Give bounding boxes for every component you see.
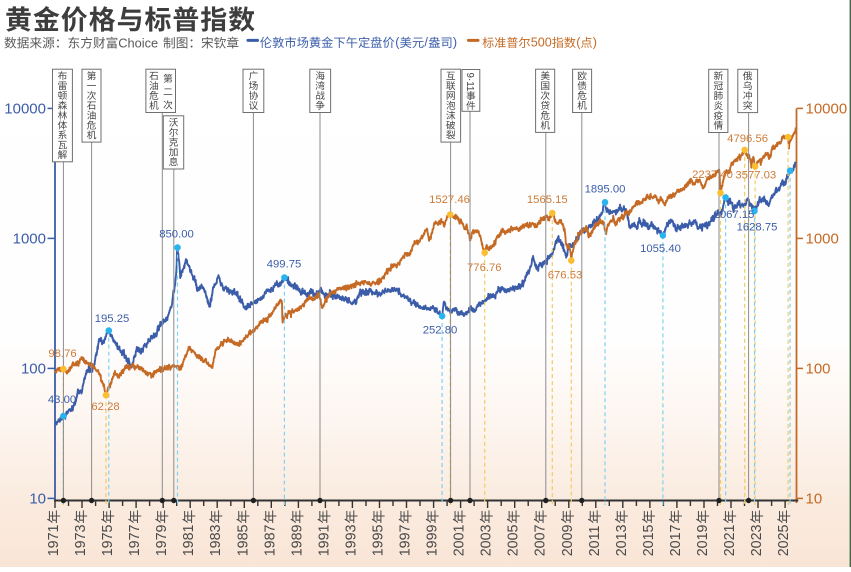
svg-text:1971: 1971 xyxy=(46,524,62,556)
svg-text:(: ( xyxy=(576,36,581,50)
svg-text:98.76: 98.76 xyxy=(48,348,76,360)
svg-text:676.53: 676.53 xyxy=(548,269,583,281)
svg-text:Choice: Choice xyxy=(118,36,158,51)
svg-text:2013: 2013 xyxy=(614,524,630,556)
svg-text:2023: 2023 xyxy=(749,524,765,556)
svg-text:3577.03: 3577.03 xyxy=(735,170,776,182)
svg-text:1895.00: 1895.00 xyxy=(585,184,626,196)
svg-text:1975: 1975 xyxy=(100,524,116,556)
svg-text:2237.40: 2237.40 xyxy=(692,169,733,181)
svg-text:195.25: 195.25 xyxy=(95,313,130,325)
svg-text:1055.40: 1055.40 xyxy=(640,243,681,255)
svg-text:2005: 2005 xyxy=(506,524,522,556)
svg-text:10000: 10000 xyxy=(4,100,46,117)
svg-text:10000: 10000 xyxy=(806,100,848,117)
svg-text:1977: 1977 xyxy=(127,524,143,556)
svg-text:1993: 1993 xyxy=(343,524,359,556)
svg-text:2011: 2011 xyxy=(587,526,603,557)
svg-text:2015: 2015 xyxy=(641,524,657,556)
svg-text:1981: 1981 xyxy=(181,524,197,556)
svg-text:62.28: 62.28 xyxy=(91,401,119,413)
svg-text:): ) xyxy=(593,36,597,50)
svg-text:1987: 1987 xyxy=(262,524,278,556)
svg-text:4796.56: 4796.56 xyxy=(727,133,768,145)
svg-text:500: 500 xyxy=(531,36,552,50)
svg-text:1983: 1983 xyxy=(208,524,224,556)
svg-text:1565.15: 1565.15 xyxy=(527,194,568,206)
svg-text:43.00: 43.00 xyxy=(48,394,76,406)
svg-text:9·11: 9·11 xyxy=(464,73,475,92)
svg-text:1628.75: 1628.75 xyxy=(737,222,778,234)
svg-text:1999: 1999 xyxy=(425,524,441,556)
svg-text:1979: 1979 xyxy=(154,524,170,556)
svg-text:499.75: 499.75 xyxy=(267,259,302,271)
svg-text:): ) xyxy=(453,36,457,50)
svg-text:1527.46: 1527.46 xyxy=(429,194,470,206)
svg-text:10: 10 xyxy=(29,490,46,507)
svg-text:2017: 2017 xyxy=(668,524,684,556)
svg-text:776.76: 776.76 xyxy=(467,262,502,274)
svg-text:1997: 1997 xyxy=(398,524,414,556)
svg-text:1989: 1989 xyxy=(289,524,305,556)
svg-text:2007: 2007 xyxy=(533,524,549,556)
svg-text:252.80: 252.80 xyxy=(423,325,458,337)
svg-text:1000: 1000 xyxy=(806,230,839,247)
svg-text:100: 100 xyxy=(806,360,831,377)
svg-text:(: ( xyxy=(395,36,400,50)
svg-text:2021: 2021 xyxy=(722,524,738,556)
svg-text:100: 100 xyxy=(21,360,46,377)
svg-text:850.00: 850.00 xyxy=(159,228,194,240)
svg-text:1995: 1995 xyxy=(371,524,387,556)
svg-text:1973: 1973 xyxy=(73,524,89,556)
svg-text:1985: 1985 xyxy=(235,524,251,556)
svg-text:10: 10 xyxy=(806,490,823,507)
svg-text:1991: 1991 xyxy=(316,524,332,556)
svg-text:2019: 2019 xyxy=(695,524,711,556)
svg-text:2003: 2003 xyxy=(479,524,495,556)
svg-text:2025: 2025 xyxy=(776,524,792,556)
svg-text:2009: 2009 xyxy=(560,524,576,556)
svg-text:1000: 1000 xyxy=(13,230,46,247)
svg-text:2067.15: 2067.15 xyxy=(714,209,755,221)
svg-text:2001: 2001 xyxy=(452,524,468,556)
svg-text:/: / xyxy=(424,36,428,50)
